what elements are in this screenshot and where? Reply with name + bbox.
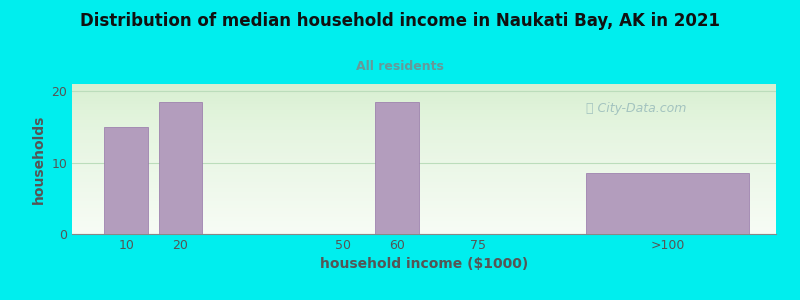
Bar <box>158 102 202 234</box>
Text: ⓘ City-Data.com: ⓘ City-Data.com <box>586 102 686 115</box>
Bar <box>586 173 749 234</box>
Text: Distribution of median household income in Naukati Bay, AK in 2021: Distribution of median household income … <box>80 12 720 30</box>
Text: All residents: All residents <box>356 60 444 73</box>
Y-axis label: households: households <box>32 114 46 204</box>
Bar <box>105 127 148 234</box>
X-axis label: household income ($1000): household income ($1000) <box>320 257 528 272</box>
Bar <box>375 102 418 234</box>
